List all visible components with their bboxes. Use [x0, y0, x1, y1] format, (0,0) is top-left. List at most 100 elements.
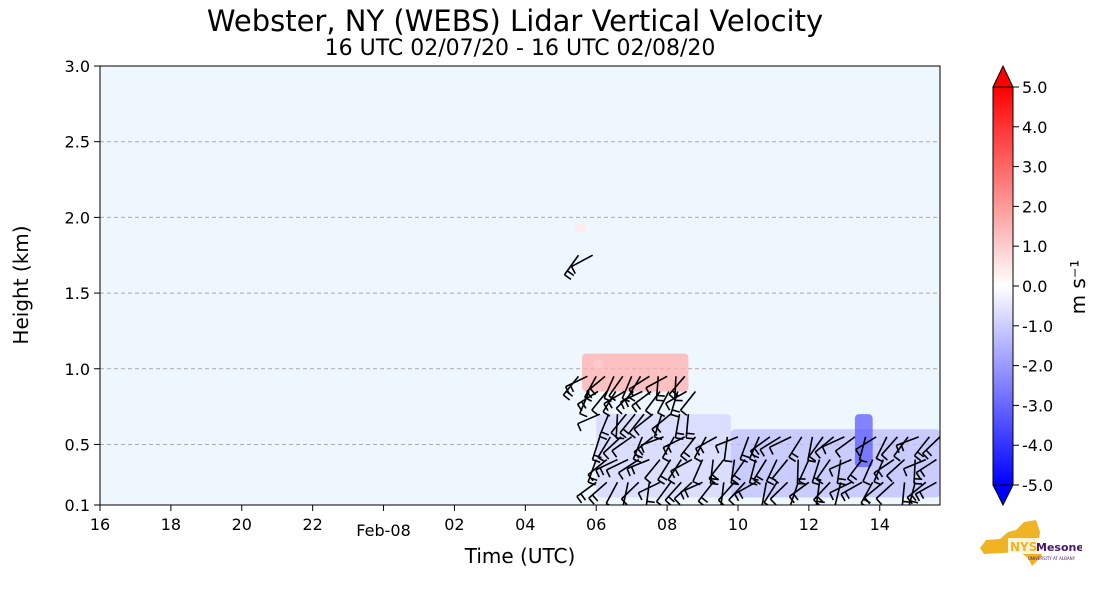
wind-barb-staff	[626, 458, 650, 470]
wind-barb-flag	[769, 498, 777, 505]
wind-barb-staff	[608, 375, 624, 397]
wind-barb	[788, 481, 810, 504]
wind-barb-staff	[769, 436, 792, 449]
wind-barb-staff	[628, 413, 645, 434]
wind-barb	[862, 459, 874, 486]
colorbar-gradient	[992, 86, 1014, 486]
wind-barb-flag	[673, 498, 681, 505]
wind-barb-flag	[602, 452, 610, 460]
wind-barb-staff	[602, 436, 622, 454]
nys-mesonet-logo: NYS Mesonet UNIVERSITY AT ALBANY	[980, 520, 1082, 566]
wind-barb-staff	[587, 458, 608, 476]
logo-university-text: UNIVERSITY AT ALBANY	[1028, 556, 1076, 561]
wind-barb-staff	[633, 413, 654, 430]
wind-barb-staff	[640, 436, 664, 447]
wind-barb-flag	[873, 472, 880, 481]
wind-barb-flag	[708, 477, 716, 485]
wind-barb-flag	[624, 399, 630, 408]
x-tick-label: 14	[870, 515, 890, 534]
wind-barb-staff	[834, 482, 842, 505]
wind-barb	[875, 481, 895, 505]
wind-barb-flag	[657, 479, 666, 485]
colorbar-bottom-arrow	[992, 484, 1014, 507]
wind-barb-flag	[666, 445, 672, 453]
wind-barb-flag	[916, 451, 925, 458]
logo-nys-text: NYS	[1010, 540, 1037, 554]
wind-barb	[587, 458, 608, 482]
wind-barb	[836, 459, 847, 486]
wind-barb-flag	[922, 452, 929, 460]
wind-barb-staff	[717, 481, 736, 501]
wind-barb-staff	[603, 376, 615, 399]
wind-barb-flag	[665, 402, 671, 411]
wind-barb-staff	[798, 459, 810, 482]
wind-barb-staff	[668, 375, 686, 396]
wind-barb	[670, 458, 693, 479]
wind-barb	[619, 390, 643, 410]
wind-barb	[662, 436, 686, 456]
x-tick-label: 10	[728, 515, 748, 534]
wind-barb-flag	[656, 394, 665, 397]
wind-barb-staff	[679, 390, 697, 411]
wind-barb-staff	[692, 459, 704, 482]
y-tick-label: 2.5	[65, 133, 90, 152]
wind-barb-flag	[910, 500, 919, 504]
wind-barb	[628, 413, 645, 439]
wind-barb-flag	[895, 445, 900, 454]
wind-barb	[697, 481, 714, 505]
wind-barb	[644, 390, 661, 417]
wind-barb-staff	[563, 254, 580, 276]
wind-barb	[813, 481, 831, 505]
wind-barb-flag	[877, 469, 884, 478]
wind-barb-flag	[749, 450, 756, 458]
wind-barb	[620, 481, 640, 505]
colorbar-tick-label: -5.0	[1022, 476, 1053, 495]
x-axis-label: Time (UTC)	[464, 544, 576, 568]
wind-barb-flag	[656, 501, 663, 505]
wind-barb-staff	[739, 436, 750, 460]
wind-barb-staff	[864, 481, 884, 499]
wind-barb-flag	[913, 455, 922, 462]
wind-barb	[788, 436, 803, 463]
wind-barb	[829, 481, 852, 501]
wind-barb-flag	[840, 493, 846, 502]
wind-barb	[669, 391, 681, 418]
wind-barb-flag	[667, 495, 675, 503]
wind-barb-flag	[686, 437, 695, 440]
wind-barb-staff	[728, 481, 746, 501]
wind-barb-flag	[893, 455, 901, 462]
wind-barb	[864, 481, 884, 505]
colorbar-tick-label: 4.0	[1022, 118, 1047, 137]
wind-barb-staff	[906, 481, 927, 499]
wind-barb-staff	[829, 458, 852, 470]
wind-barb-flag	[615, 407, 623, 415]
wind-barb-staff	[644, 459, 661, 479]
wind-barb-flag	[910, 493, 917, 502]
wind-barb-flag	[633, 451, 640, 459]
wind-barb-flag	[679, 491, 685, 500]
wind-barb-staff	[862, 459, 874, 482]
wind-barb	[880, 436, 899, 461]
wind-barb-flag	[622, 428, 630, 435]
wind-barb-staff	[808, 436, 824, 457]
wind-barb	[637, 481, 661, 501]
velocity-patch	[574, 223, 586, 233]
wind-barb-flag	[603, 403, 609, 412]
wind-barb-flag	[755, 475, 764, 481]
wind-barb-flag	[562, 394, 571, 401]
wind-barb	[617, 458, 640, 480]
wind-barb-flag	[564, 386, 570, 395]
wind-barb-staff	[708, 459, 725, 480]
wind-barb-flag	[637, 492, 643, 501]
wind-barb	[733, 481, 757, 502]
wind-barb	[626, 458, 650, 477]
wind-barb	[834, 436, 856, 458]
wind-barb	[906, 481, 927, 505]
wind-barb	[631, 390, 652, 413]
date-tick-label: Feb-08	[356, 521, 410, 540]
wind-barb-staff	[880, 436, 899, 456]
y-tick-label: 3.0	[65, 57, 90, 76]
wind-barb-flag	[579, 412, 588, 418]
wind-barb-flag	[909, 504, 911, 505]
wind-barb	[570, 254, 594, 274]
